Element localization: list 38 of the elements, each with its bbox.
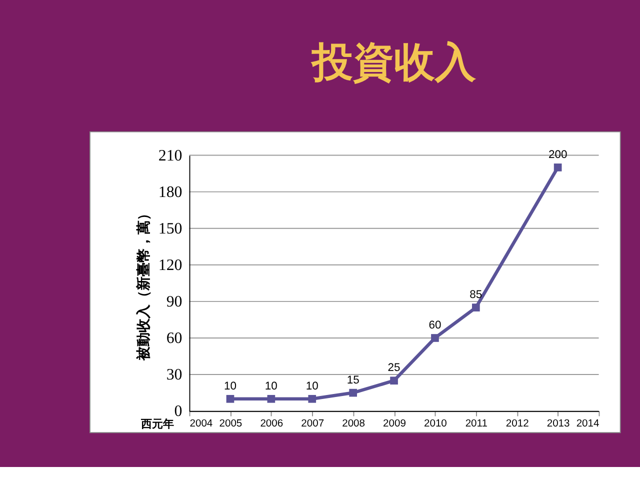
point xyxy=(267,394,276,403)
data-label: 25 xyxy=(388,362,400,374)
x-tick-label: 2005 xyxy=(219,418,242,430)
x-tick-label: 2010 xyxy=(424,418,448,430)
y-tick-label: 120 xyxy=(158,257,182,274)
data-label: 15 xyxy=(346,374,360,386)
x-tick-label: 2009 xyxy=(383,418,406,430)
data-label: 85 xyxy=(470,289,482,302)
x-tick-label: 2008 xyxy=(342,418,366,430)
x-tick-label: 2006 xyxy=(260,418,284,430)
x-tick-label: 2011 xyxy=(465,418,488,430)
point xyxy=(554,164,562,172)
x-tick-label: 2004 xyxy=(190,418,213,430)
point xyxy=(472,304,480,312)
y-tick-label: 210 xyxy=(158,147,182,164)
point xyxy=(431,334,439,342)
x-tick-label: 2013 xyxy=(546,418,570,430)
y-tick-label: 30 xyxy=(166,366,182,384)
data-label: 10 xyxy=(306,380,318,393)
x-tick-label: 2007 xyxy=(301,418,324,430)
y-tick-label: 60 xyxy=(166,330,182,348)
x-axis-title: 西元年 xyxy=(140,417,174,430)
y-tick-label: 0 xyxy=(174,403,182,420)
x-tick-label: 2014 xyxy=(576,418,600,430)
chart-title: 投資收入 xyxy=(310,37,478,86)
data-label: 10 xyxy=(224,380,236,393)
point xyxy=(308,394,316,403)
y-axis-title: 被動收入（新臺幣，萬） xyxy=(135,206,152,362)
data-label: 60 xyxy=(428,320,442,332)
data-label: 10 xyxy=(264,380,278,393)
x-tick-label: 2012 xyxy=(506,418,530,430)
point xyxy=(349,388,357,397)
y-tick-label: 150 xyxy=(158,220,182,238)
y-tick-label: 90 xyxy=(166,294,182,311)
y-tick-label: 180 xyxy=(158,184,182,201)
point xyxy=(390,376,398,385)
data-label: 200 xyxy=(548,149,568,162)
point xyxy=(226,394,234,403)
